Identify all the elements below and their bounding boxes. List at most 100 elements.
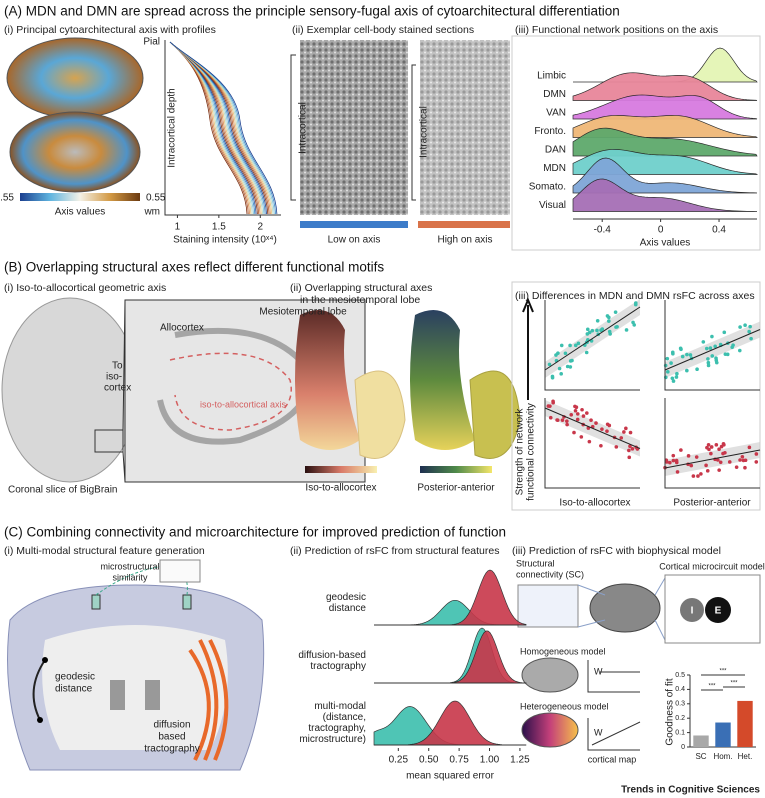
point: [605, 429, 609, 433]
point: [614, 325, 618, 329]
label: Structural: [516, 558, 555, 568]
point: [738, 458, 742, 462]
colorbar: [305, 466, 377, 473]
point: [600, 427, 604, 431]
point: [568, 359, 573, 363]
mesiotemporal-render: [410, 310, 475, 450]
footer: Trends in Cognitive Sciences: [621, 785, 760, 796]
x-tick-label: Het.: [738, 752, 753, 761]
point: [701, 340, 706, 344]
point: [699, 472, 703, 476]
point: [599, 443, 603, 448]
x-label: Staining intensity (10ˣ⁴): [173, 235, 277, 246]
section-image: [300, 40, 408, 215]
row-label: geodesic: [326, 592, 366, 603]
colorbar-label: Posterior-anterior: [417, 483, 495, 494]
fit-line: [664, 329, 761, 371]
point: [696, 474, 700, 478]
label: To: [112, 361, 123, 372]
profile: [169, 41, 248, 215]
point: [548, 415, 553, 420]
point: [743, 465, 747, 470]
point: [569, 412, 574, 417]
point: [668, 460, 672, 465]
row-label: tractography,: [308, 723, 366, 734]
point: [686, 454, 691, 458]
axis: [544, 398, 640, 489]
label: W: [594, 727, 603, 737]
point: [565, 419, 569, 423]
point: [607, 319, 611, 323]
point: [614, 445, 619, 449]
y-tick-label: 0: [681, 744, 685, 751]
tick-label: 1.00: [480, 755, 500, 766]
tick-label: 1.5: [212, 222, 226, 233]
tick-label: 0.25: [389, 755, 409, 766]
point: [628, 444, 632, 449]
point: [747, 329, 751, 334]
white-matter: [42, 625, 228, 750]
section-title: (C) Combining connectivity and microarch…: [4, 525, 506, 540]
layout: I E: [1, 35, 761, 771]
colorbar: [20, 193, 140, 201]
point: [704, 346, 709, 351]
point: [737, 348, 742, 353]
row-label: tractography: [310, 661, 366, 672]
point: [565, 364, 570, 369]
point: [568, 365, 573, 369]
profile-thumb: [159, 559, 201, 583]
label: cortical map: [588, 754, 637, 764]
point: [565, 422, 569, 427]
caption: Coronal slice of BigBrain: [8, 485, 118, 496]
row-label: microstructure): [299, 734, 366, 745]
category-label: VAN: [546, 108, 566, 119]
label: Homogeneous model: [520, 646, 606, 656]
point: [705, 469, 710, 473]
point: [710, 334, 714, 339]
point: [723, 450, 727, 455]
category-label: Fronto.: [534, 126, 566, 137]
colorbar-min: -0.55: [0, 193, 14, 204]
axis-path: [169, 352, 292, 431]
density: [374, 630, 527, 684]
point: [710, 354, 715, 358]
point: [631, 320, 635, 325]
point: [716, 458, 720, 462]
point: [627, 448, 631, 453]
point: [707, 447, 711, 452]
point: [585, 411, 589, 415]
label: W: [594, 666, 603, 676]
zoom-source: [94, 429, 124, 453]
ridge: [572, 94, 758, 120]
row-label: (distance,: [323, 712, 366, 723]
point: [619, 436, 624, 440]
point: [624, 328, 629, 332]
sig-label: ***: [719, 669, 727, 675]
point: [695, 367, 699, 372]
brain-heterogeneous: [521, 712, 579, 748]
x-label: Posterior-anterior: [673, 498, 751, 509]
axis: [664, 398, 760, 489]
y-label: Strength of network: [515, 408, 526, 496]
colorbar-label: Axis values: [55, 207, 106, 218]
point: [691, 474, 696, 478]
point: [706, 360, 711, 365]
point: [674, 458, 679, 463]
tick-label: 0.50: [419, 755, 439, 766]
point: [607, 315, 611, 320]
point: [547, 362, 552, 367]
point: [685, 368, 689, 373]
point: [555, 418, 560, 422]
subtitle: (iii) Differences in MDN and DMN rsFC ac…: [515, 290, 755, 302]
zoom-line: [122, 299, 126, 483]
arrow: [522, 297, 534, 400]
bracket: [290, 54, 416, 201]
subtitle: (i) Iso-to-allocortical geometric axis: [4, 282, 166, 294]
y-tick-label: 0.1: [675, 729, 685, 736]
subtitle: (iii) Functional network positions on th…: [515, 24, 718, 36]
bar: [737, 700, 753, 747]
category-label: Visual: [539, 200, 566, 211]
point: [581, 414, 586, 418]
axis-bar: [300, 221, 408, 228]
depth-top: Pial: [143, 37, 160, 48]
